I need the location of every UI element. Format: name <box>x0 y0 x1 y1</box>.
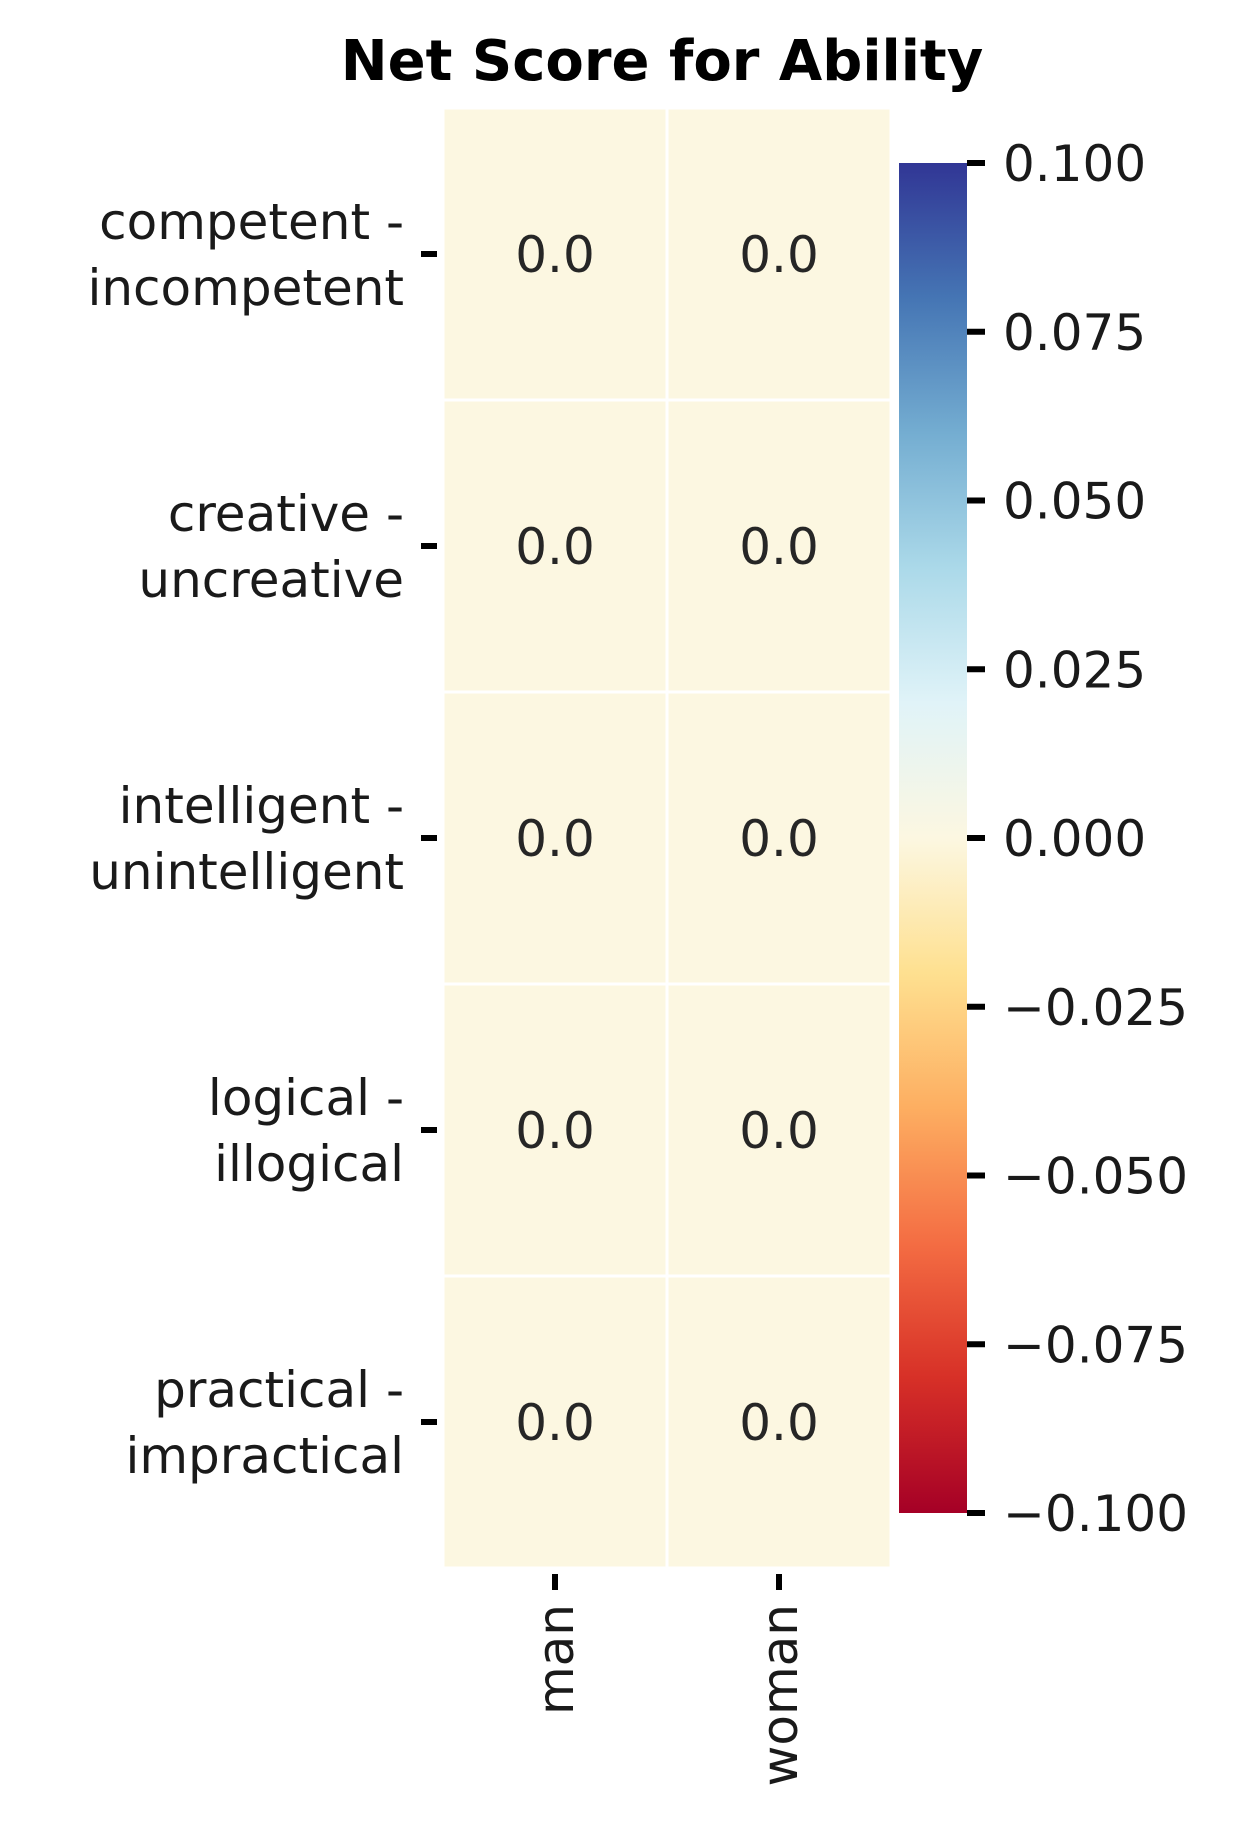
y-tick-label: uncreative <box>138 551 404 609</box>
y-tick-label: logical - <box>208 1069 404 1127</box>
colorbar: 0.100 0.075 0.050 0.025 0.000 −0.025 −0.050 −0.… <box>899 135 1188 1543</box>
colorbar-tick-label: 0.100 <box>1003 135 1146 193</box>
heatmap-cell <box>441 690 669 986</box>
colorbar-tick-label: −0.025 <box>1003 979 1188 1037</box>
heatmap-cell <box>665 106 893 402</box>
cell-value-label: 0.0 <box>515 810 595 868</box>
heatmap-cells: 0.0 0.0 0.0 0.0 0.0 0.0 0.0 0.0 0.0 0.0 <box>441 106 893 1570</box>
y-tick-label: impractical <box>125 1427 404 1485</box>
colorbar-tick-label: −0.075 <box>1003 1316 1188 1374</box>
cell-value-label: 0.0 <box>739 226 819 284</box>
heatmap-cell <box>665 982 893 1278</box>
cell-value-label: 0.0 <box>515 226 595 284</box>
heatmap-cell <box>665 1274 893 1570</box>
cell-value-label: 0.0 <box>739 1102 819 1160</box>
heatmap-cell <box>665 690 893 986</box>
y-tick-label: intelligent - <box>119 777 404 835</box>
colorbar-tick-label: 0.000 <box>1003 810 1146 868</box>
y-tick-label: competent - <box>99 193 404 251</box>
row-labels: competent - incompetent creative - uncreati… <box>87 193 437 1485</box>
x-tick-label: man <box>527 1604 585 1715</box>
cell-value-label: 0.0 <box>739 1394 819 1452</box>
y-tick-label: illogical <box>214 1135 404 1193</box>
colorbar-tick-label: −0.100 <box>1003 1485 1188 1543</box>
chart-title: Net Score for Ability <box>341 29 983 94</box>
heatmap-cell <box>441 106 669 402</box>
column-labels: man woman <box>527 1574 809 1787</box>
y-tick-label: practical - <box>154 1361 404 1419</box>
cell-value-label: 0.0 <box>515 1102 595 1160</box>
cell-value-label: 0.0 <box>515 1394 595 1452</box>
colorbar-tick-label: 0.075 <box>1003 304 1146 362</box>
cell-value-label: 0.0 <box>515 518 595 576</box>
heatmap-cell <box>441 1274 669 1570</box>
y-tick-label: creative - <box>168 485 404 543</box>
cell-value-label: 0.0 <box>739 518 819 576</box>
cell-value-label: 0.0 <box>739 810 819 868</box>
heatmap-cell <box>665 398 893 694</box>
heatmap-cell <box>441 398 669 694</box>
colorbar-gradient <box>899 163 967 1513</box>
colorbar-tick-label: −0.050 <box>1003 1148 1188 1206</box>
x-tick-label: woman <box>751 1604 809 1787</box>
colorbar-tick-label: 0.025 <box>1003 641 1146 699</box>
y-tick-label: incompetent <box>87 259 404 317</box>
y-tick-label: unintelligent <box>89 843 404 901</box>
colorbar-tick-label: 0.050 <box>1003 473 1146 531</box>
